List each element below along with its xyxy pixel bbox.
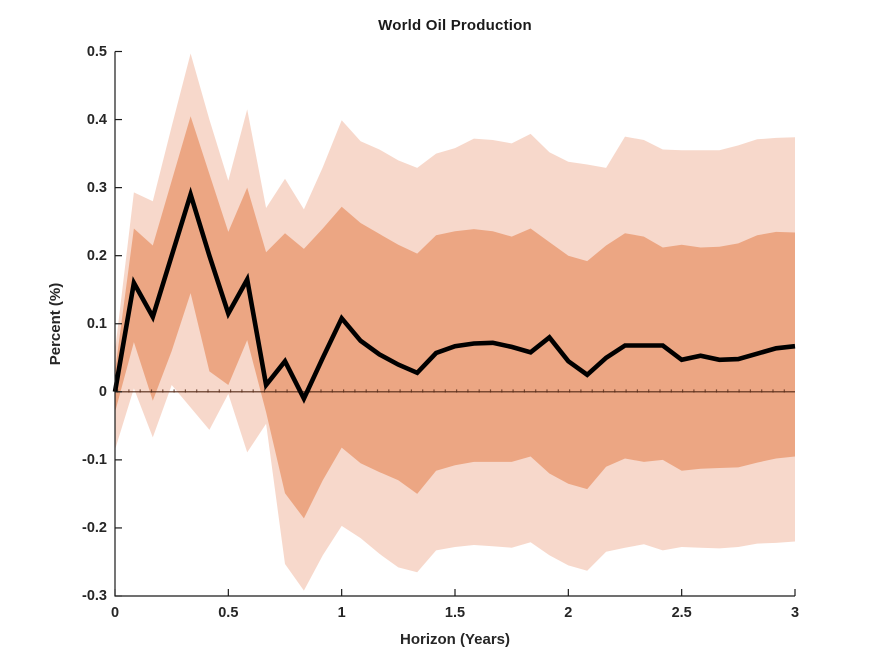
x-tick-label: 2.5 bbox=[671, 605, 692, 621]
y-tick-label: -0.1 bbox=[82, 451, 107, 468]
x-tick-label: 0.5 bbox=[218, 605, 239, 621]
x-tick-label: 1.5 bbox=[444, 605, 466, 621]
inner-confidence-band bbox=[115, 116, 795, 519]
x-tick-label: 1 bbox=[337, 605, 346, 621]
y-tick-label: 0.2 bbox=[86, 247, 107, 264]
x-tick-label: 0 bbox=[110, 605, 120, 621]
x-tick-label: 3 bbox=[790, 605, 800, 621]
y-tick-label: 0.1 bbox=[86, 315, 107, 332]
chart-title: World Oil Production bbox=[378, 17, 532, 34]
x-tick-label: 2 bbox=[564, 605, 573, 621]
y-tick-label: 0.5 bbox=[86, 43, 107, 60]
y-tick-label: -0.2 bbox=[82, 519, 107, 536]
y-tick-label: -0.3 bbox=[82, 588, 107, 604]
y-tick-label: 0 bbox=[98, 383, 107, 400]
y-tick-label: 0.4 bbox=[86, 111, 107, 128]
x-axis-label: Horizon (Years) bbox=[399, 631, 511, 648]
point-estimate-line bbox=[112, 186, 796, 404]
y-tick-label: 0.3 bbox=[86, 179, 107, 196]
